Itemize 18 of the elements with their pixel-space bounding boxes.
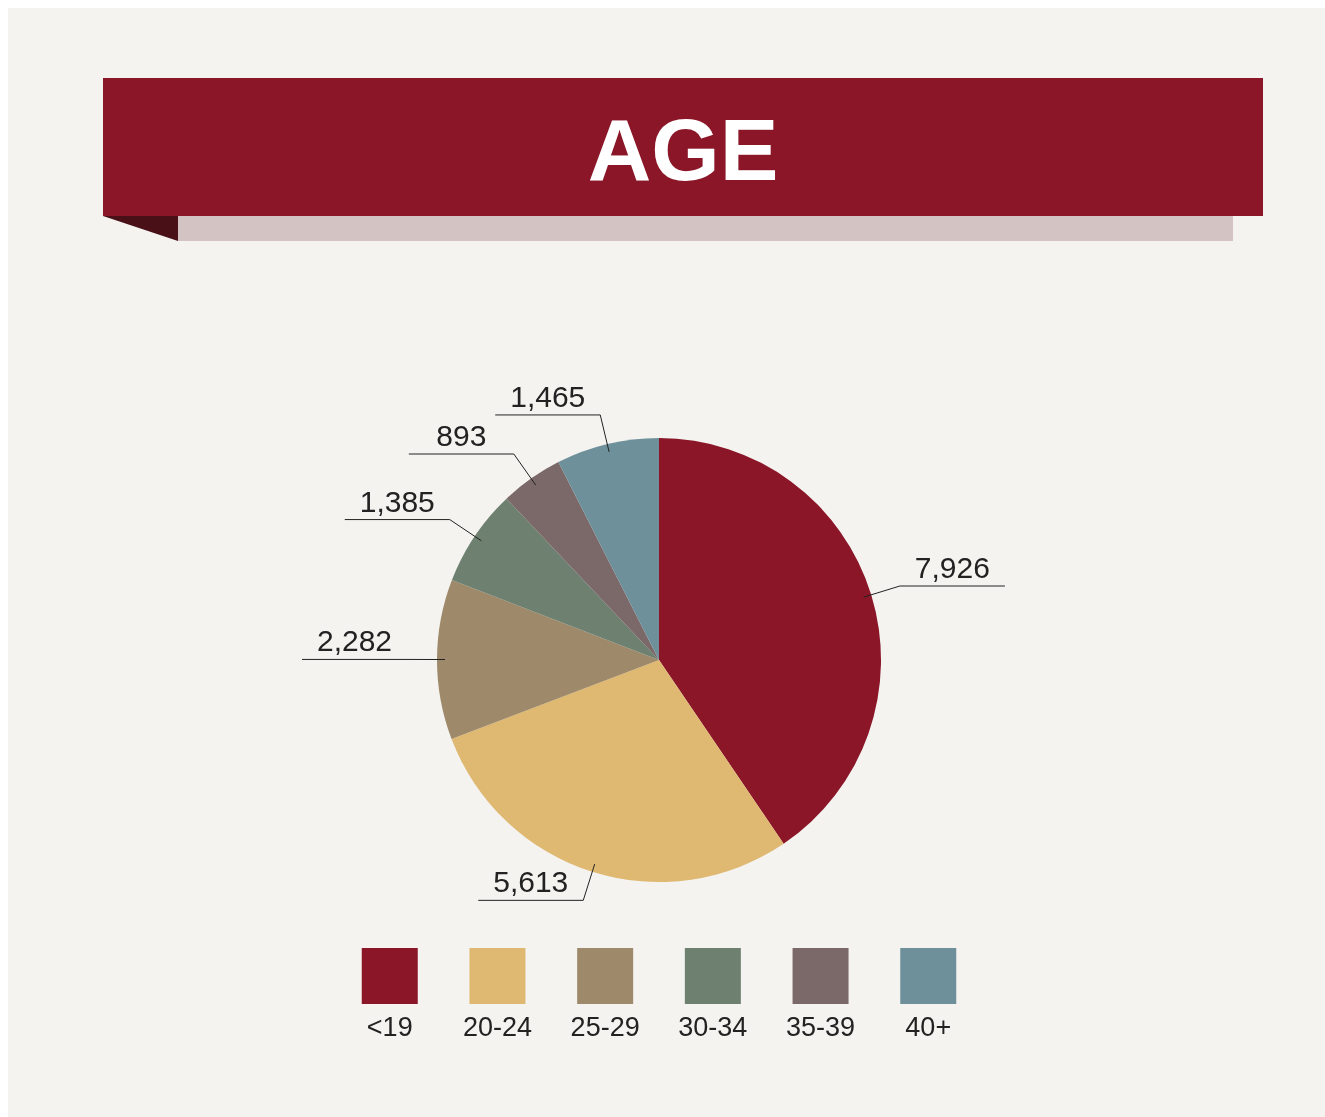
chart-title: AGE [587, 100, 779, 199]
legend-label: <19 [366, 1012, 413, 1042]
data-label: 7,926 [914, 551, 990, 584]
legend-label: 35-39 [786, 1012, 856, 1042]
pie-slice [437, 579, 659, 740]
data-label: 893 [436, 419, 487, 453]
data-label: 1,465 [510, 379, 586, 413]
data-label: 2,282 [316, 624, 393, 658]
pie-slice [558, 438, 659, 660]
pie-slice [451, 498, 659, 660]
data-label: 1,385 [359, 484, 435, 518]
pie-slice [659, 438, 881, 844]
legend-label: 20-24 [462, 1012, 532, 1042]
legend-label: 30-34 [678, 1012, 748, 1042]
data-label: 5,613 [493, 865, 569, 899]
legend-label: 40+ [905, 1012, 952, 1042]
legend-label: 25-29 [570, 1012, 640, 1042]
pie-slice [506, 462, 659, 660]
